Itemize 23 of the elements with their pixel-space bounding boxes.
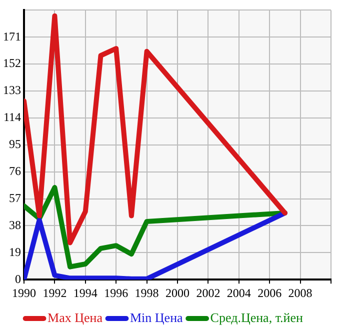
y-tick-label: 133 <box>3 83 21 98</box>
y-tick-label: 0 <box>15 272 21 286</box>
y-tick-label: 171 <box>3 29 21 44</box>
y-tick-label: 76 <box>9 164 21 178</box>
x-tick-label: 2008 <box>288 286 312 300</box>
x-tick-label: 1992 <box>42 286 67 300</box>
y-tick-label: 38 <box>9 218 21 232</box>
x-tick-label: 2004 <box>226 286 251 300</box>
x-tick-label: 1990 <box>12 286 36 300</box>
legend-label: Min Цена <box>130 310 184 325</box>
x-tick-label: 1996 <box>104 286 128 300</box>
legend-label: Max Цена <box>48 310 103 325</box>
y-tick-label: 114 <box>3 110 21 124</box>
y-tick-label: 57 <box>9 190 21 205</box>
x-tick-label: 2006 <box>258 286 282 300</box>
x-tick-label: 2002 <box>196 286 220 300</box>
x-tick-label: 2000 <box>166 286 190 300</box>
x-tick-label: 1998 <box>134 286 159 300</box>
y-tick-label: 19 <box>9 244 21 259</box>
legend-label: Сред.Цена, т.йен <box>210 310 304 325</box>
y-tick-label: 152 <box>3 56 21 70</box>
y-tick-label: 95 <box>9 137 21 152</box>
x-tick-label: 1994 <box>73 286 98 300</box>
